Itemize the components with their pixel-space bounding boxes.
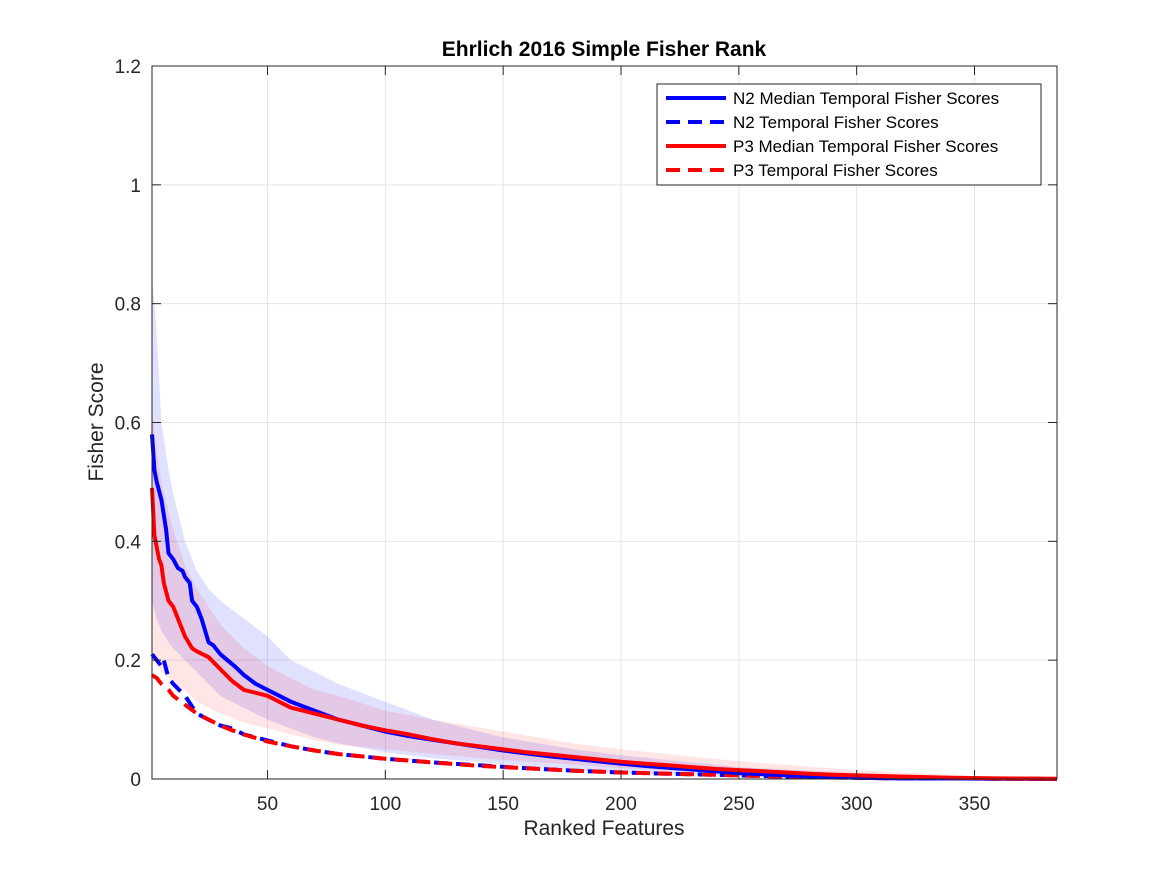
x-tick-label: 50 [257, 794, 278, 815]
x-tick-label: 150 [487, 794, 519, 815]
legend: N2 Median Temporal Fisher Scores N2 Temp… [656, 83, 1042, 186]
x-tick-label: 350 [959, 794, 991, 815]
legend-label-n2-temporal: N2 Temporal Fisher Scores [733, 113, 939, 132]
series-lines [150, 434, 1058, 781]
legend-label-p3-median: P3 Median Temporal Fisher Scores [733, 137, 998, 156]
y-tick-label: 0 [130, 770, 141, 791]
series-line [150, 673, 1058, 781]
y-tick-label: 1.2 [115, 57, 141, 78]
series-line [150, 487, 1058, 781]
axis-ticks: 50 100 150 200 250 300 350 0 0.2 0.4 0.6 0.8 1 1.2 [115, 57, 1057, 815]
y-tick-label: 0.6 [115, 414, 141, 435]
y-tick-label: 0.8 [115, 295, 141, 316]
x-tick-label: 200 [605, 794, 637, 815]
legend-label-p3-temporal: P3 Temporal Fisher Scores [733, 161, 938, 180]
series-line [150, 652, 1058, 781]
y-axis-label: Fisher Score [85, 362, 108, 481]
x-tick-label: 250 [723, 794, 755, 815]
x-tick-label: 100 [369, 794, 401, 815]
x-tick-label: 300 [841, 794, 873, 815]
x-axis-label: Ranked Features [523, 817, 684, 840]
legend-label-n2-median: N2 Median Temporal Fisher Scores [733, 89, 999, 108]
y-tick-label: 0.4 [115, 532, 142, 553]
chart-title: Ehrlich 2016 Simple Fisher Rank [442, 38, 767, 61]
y-tick-label: 0.2 [115, 651, 141, 672]
y-tick-label: 1 [130, 176, 141, 197]
